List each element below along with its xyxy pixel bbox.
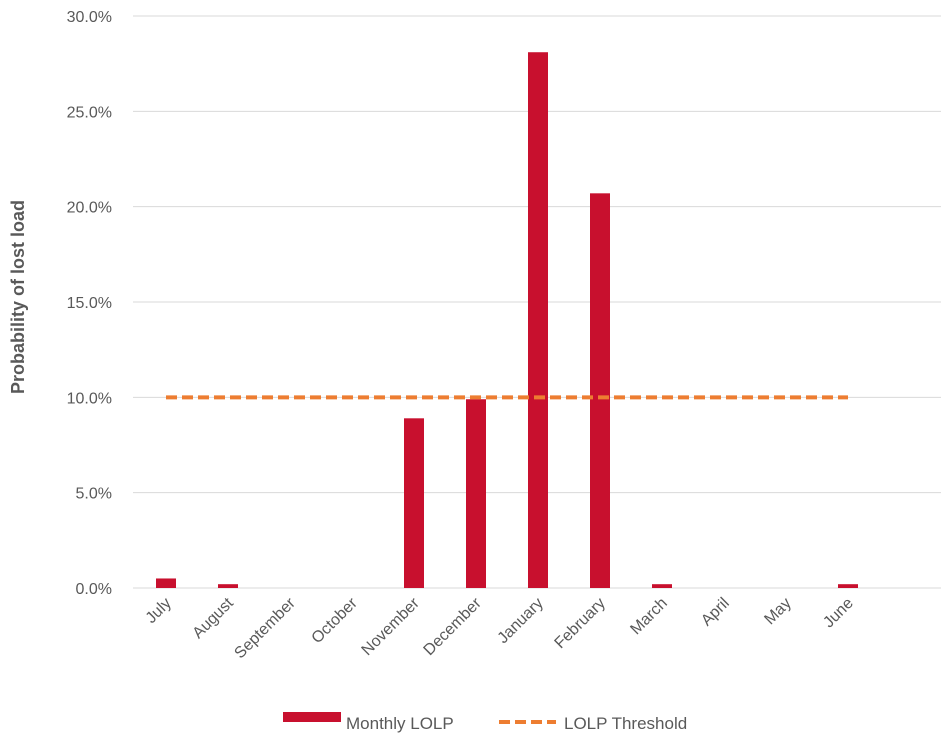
y-tick-label: 15.0% — [67, 295, 112, 312]
y-tick-label: 25.0% — [67, 104, 112, 121]
x-tick-label: August — [190, 594, 238, 642]
legend-swatch-monthly-lolp — [283, 712, 341, 722]
y-axis-ticks: 0.0% 5.0% 10.0% 15.0% 20.0% 25.0% 30.0% — [67, 9, 112, 598]
x-tick-label: September — [231, 594, 299, 662]
x-tick-label: May — [761, 595, 794, 628]
y-tick-label: 10.0% — [67, 390, 112, 407]
bar-july — [156, 578, 176, 588]
x-tick-label: November — [359, 594, 424, 659]
x-tick-label: July — [143, 595, 175, 627]
bar-february — [590, 193, 610, 588]
x-tick-label: October — [309, 594, 362, 647]
x-tick-label: April — [698, 595, 733, 630]
bar-december — [466, 399, 486, 588]
y-tick-label: 20.0% — [67, 200, 112, 217]
y-axis-label: Probability of lost load — [8, 200, 28, 394]
bar-january — [528, 52, 548, 588]
bar-march — [652, 584, 672, 588]
bar-november — [404, 418, 424, 588]
legend-label-monthly-lolp: Monthly LOLP — [346, 714, 454, 733]
x-tick-label: February — [552, 595, 609, 652]
x-tick-label: December — [421, 594, 486, 659]
x-tick-label: January — [495, 595, 547, 647]
x-tick-label: June — [820, 595, 857, 632]
bars-monthly-lolp — [156, 52, 858, 588]
y-tick-label: 5.0% — [76, 486, 112, 503]
legend: Monthly LOLP LOLP Threshold — [283, 712, 687, 733]
x-tick-label: March — [627, 595, 670, 638]
legend-label-lolp-threshold: LOLP Threshold — [564, 714, 687, 733]
y-tick-label: 0.0% — [76, 581, 112, 598]
bar-june — [838, 584, 858, 588]
y-tick-label: 30.0% — [67, 9, 112, 26]
bar-august — [218, 584, 238, 588]
